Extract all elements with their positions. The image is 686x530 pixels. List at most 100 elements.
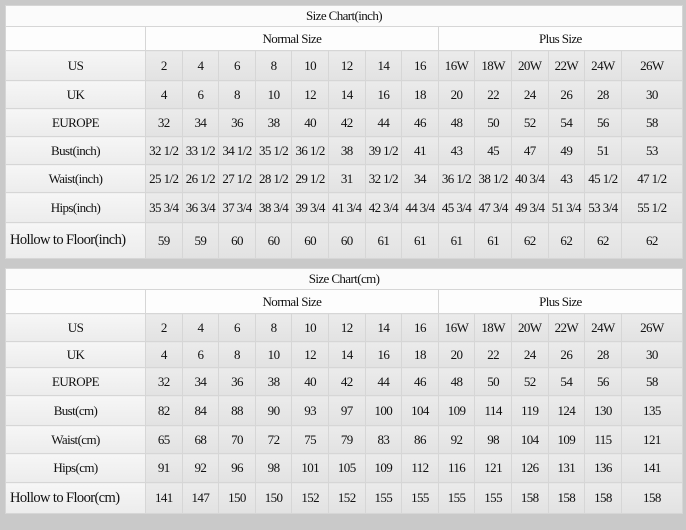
size-value-cell: 22 xyxy=(474,341,512,368)
size-value-cell: 22W xyxy=(547,50,586,81)
size-value-cell: 12 xyxy=(327,313,366,342)
size-value-cell: 96 xyxy=(218,453,256,483)
size-value-cell: 38 xyxy=(254,367,293,396)
size-value-cell: 91 xyxy=(145,453,183,483)
size-value-cell: 70 xyxy=(218,425,256,454)
size-value-cell: 4 xyxy=(145,80,183,109)
size-value-cell: 158 xyxy=(510,482,549,514)
size-value-cell: 33 1/2 xyxy=(181,136,220,165)
size-value-cell: 52 xyxy=(510,367,549,396)
size-value-cell: 45 xyxy=(474,136,512,165)
size-value-cell: 12 xyxy=(327,50,366,81)
group-normal-size: Normal Size xyxy=(145,26,439,51)
size-value-cell: 24W xyxy=(584,313,622,342)
row-label: Hips(inch) xyxy=(5,192,146,223)
size-value-cell: 124 xyxy=(547,395,586,426)
size-value-cell: 53 xyxy=(620,136,684,165)
size-value-cell: 26 1/2 xyxy=(181,164,220,193)
header-blank-cell xyxy=(5,26,146,51)
chart-title: Size Chart(inch) xyxy=(5,5,683,27)
size-value-cell: 58 xyxy=(620,108,684,137)
table-row: UK 4 6 8 10 12 14 16 18 20 22 24 26 28 30 xyxy=(5,80,684,109)
size-value-cell: 8 xyxy=(218,80,256,109)
size-value-cell: 37 3/4 xyxy=(218,192,256,223)
group-header-row: Normal Size Plus Size xyxy=(5,289,684,314)
size-value-cell: 10 xyxy=(254,341,293,368)
size-value-cell: 72 xyxy=(254,425,293,454)
size-value-cell: 109 xyxy=(364,453,403,483)
size-value-cell: 32 1/2 xyxy=(364,164,403,193)
size-value-cell: 105 xyxy=(327,453,366,483)
size-value-cell: 41 xyxy=(401,136,439,165)
size-value-cell: 50 xyxy=(474,108,512,137)
size-value-cell: 8 xyxy=(254,313,293,342)
size-value-cell: 55 1/2 xyxy=(620,192,684,223)
size-value-cell: 59 xyxy=(145,222,183,259)
size-value-cell: 30 xyxy=(620,80,684,109)
chart-title: Size Chart(cm) xyxy=(4,268,684,290)
size-value-cell: 54 xyxy=(547,367,586,396)
size-value-cell: 12 xyxy=(291,80,329,109)
size-value-cell: 116 xyxy=(437,453,476,483)
size-value-cell: 24 xyxy=(510,341,549,368)
table-row: Hips(inch) 35 3/4 36 3/4 37 3/4 38 3/4 39 3/4… xyxy=(5,192,684,223)
size-value-cell: 135 xyxy=(620,395,684,426)
size-value-cell: 43 xyxy=(437,136,476,165)
row-label: Waist(cm) xyxy=(5,425,146,454)
size-value-cell: 114 xyxy=(474,395,512,426)
size-value-cell: 56 xyxy=(584,367,622,396)
size-value-cell: 121 xyxy=(474,453,512,483)
size-value-cell: 35 1/2 xyxy=(254,136,293,165)
size-value-cell: 8 xyxy=(254,50,293,81)
size-value-cell: 2 xyxy=(145,50,183,81)
size-value-cell: 56 xyxy=(584,108,622,137)
size-value-cell: 49 3/4 xyxy=(510,192,549,223)
size-value-cell: 68 xyxy=(181,425,220,454)
size-value-cell: 6 xyxy=(181,341,220,368)
size-value-cell: 51 3/4 xyxy=(547,192,586,223)
size-value-cell: 20W xyxy=(510,50,549,81)
size-value-cell: 16 xyxy=(364,341,403,368)
size-value-cell: 4 xyxy=(181,50,220,81)
size-value-cell: 18W xyxy=(474,313,512,342)
size-value-cell: 36 3/4 xyxy=(181,192,220,223)
size-value-cell: 32 xyxy=(145,108,183,137)
row-label: Bust(cm) xyxy=(5,395,146,426)
size-value-cell: 38 xyxy=(327,136,366,165)
size-value-cell: 141 xyxy=(620,453,684,483)
size-value-cell: 22 xyxy=(474,80,512,109)
table-row: Hips(cm) 91 92 96 98 101 105 109 112 116 121 126 131… xyxy=(5,453,684,483)
size-value-cell: 100 xyxy=(364,395,403,426)
row-label: UK xyxy=(5,341,146,368)
size-value-cell: 20W xyxy=(510,313,549,342)
size-value-cell: 34 xyxy=(401,164,439,193)
size-value-cell: 6 xyxy=(218,313,256,342)
size-value-cell: 62 xyxy=(510,222,549,259)
size-value-cell: 60 xyxy=(327,222,366,259)
size-value-cell: 20 xyxy=(437,341,476,368)
size-value-cell: 43 xyxy=(547,164,586,193)
size-value-cell: 6 xyxy=(181,80,220,109)
size-value-cell: 34 1/2 xyxy=(218,136,256,165)
size-value-cell: 40 3/4 xyxy=(510,164,549,193)
size-value-cell: 109 xyxy=(437,395,476,426)
size-value-cell: 82 xyxy=(145,395,183,426)
size-value-cell: 16 xyxy=(401,50,439,81)
size-value-cell: 150 xyxy=(218,482,256,514)
size-value-cell: 49 xyxy=(547,136,586,165)
size-value-cell: 6 xyxy=(218,50,256,81)
size-value-cell: 31 xyxy=(327,164,366,193)
size-value-cell: 46 xyxy=(401,367,439,396)
size-value-cell: 104 xyxy=(401,395,439,426)
size-value-cell: 150 xyxy=(254,482,293,514)
size-value-cell: 48 xyxy=(437,108,476,137)
size-value-cell: 62 xyxy=(620,222,684,259)
size-value-cell: 26 xyxy=(547,80,586,109)
size-value-cell: 104 xyxy=(510,425,549,454)
size-value-cell: 14 xyxy=(327,341,366,368)
size-value-cell: 35 3/4 xyxy=(145,192,183,223)
size-value-cell: 18W xyxy=(474,50,512,81)
table-row: EUROPE 32 34 36 38 40 42 44 46 48 50 52 54 56 58 xyxy=(5,108,684,137)
size-value-cell: 46 xyxy=(401,108,439,137)
size-value-cell: 147 xyxy=(181,482,220,514)
